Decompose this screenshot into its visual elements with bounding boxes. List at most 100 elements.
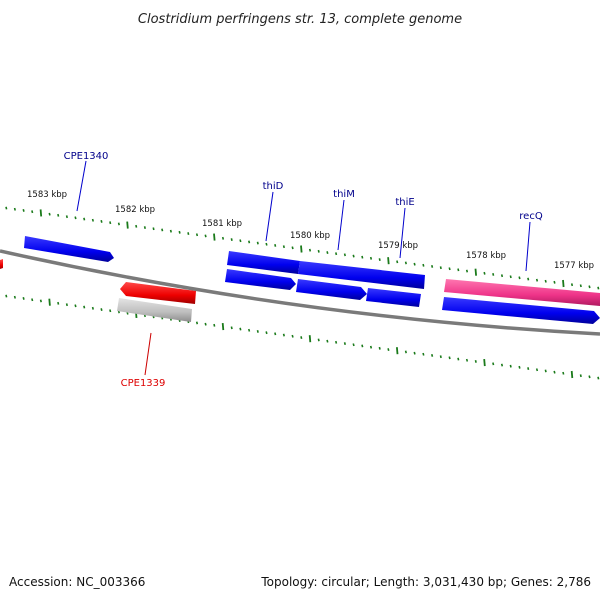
minor-tick xyxy=(187,232,190,235)
minor-tick xyxy=(404,350,407,354)
minor-tick xyxy=(100,308,103,311)
minor-tick xyxy=(465,269,469,273)
major-tick xyxy=(387,257,390,265)
minor-tick xyxy=(109,221,112,225)
minor-tick xyxy=(378,258,381,261)
minor-tick xyxy=(553,280,556,284)
minor-tick xyxy=(100,220,103,223)
minor-tick xyxy=(588,375,591,379)
minor-tick xyxy=(518,365,521,369)
minor-tick xyxy=(492,273,495,276)
minor-tick xyxy=(274,332,277,336)
minor-tick xyxy=(474,360,477,363)
gene-arrow-cpe1339[interactable] xyxy=(120,282,196,304)
gene-arrow-thie-rev[interactable] xyxy=(366,288,421,307)
gene-arrow-recq-rev[interactable] xyxy=(442,297,600,324)
gene-arrow-cpe1339-pseudo[interactable] xyxy=(117,298,192,322)
minor-tick xyxy=(527,367,530,370)
minor-tick xyxy=(535,278,539,282)
minor-tick xyxy=(91,306,94,310)
major-tick xyxy=(300,245,303,253)
kbp-label: 1583 kbp xyxy=(27,190,67,200)
minor-tick xyxy=(343,342,346,345)
gene-arrow-thid[interactable] xyxy=(227,251,300,274)
minor-tick xyxy=(91,218,94,222)
minor-tick xyxy=(335,252,338,256)
minor-tick xyxy=(248,240,251,244)
kbp-label: 1580 kbp xyxy=(290,231,330,241)
gene-arrow-recq[interactable] xyxy=(444,279,600,306)
kbp-label: 1577 kbp xyxy=(554,261,594,271)
minor-tick xyxy=(439,266,442,270)
minor-tick xyxy=(352,343,355,347)
minor-tick xyxy=(239,239,242,243)
map-title: Clostridium perfringens str. 13, complet… xyxy=(138,12,462,27)
minor-tick xyxy=(544,279,547,283)
minor-tick xyxy=(378,346,381,350)
minor-tick xyxy=(74,304,77,308)
minor-tick xyxy=(282,333,285,337)
minor-tick xyxy=(448,267,451,271)
minor-tick xyxy=(492,362,495,366)
minor-tick xyxy=(369,256,373,260)
minor-tick xyxy=(83,305,86,309)
major-tick xyxy=(562,279,565,288)
major-tick xyxy=(39,209,43,217)
minor-tick xyxy=(22,209,25,212)
minor-tick xyxy=(457,357,460,361)
minor-tick xyxy=(195,233,199,237)
minor-tick xyxy=(553,370,556,374)
minor-tick xyxy=(274,244,277,247)
kbp-label: 1582 kbp xyxy=(115,205,155,215)
minor-tick xyxy=(265,242,268,246)
gene-arrow-cpe1340[interactable] xyxy=(24,236,114,262)
gene-label-thim[interactable]: thiM xyxy=(333,189,355,200)
gene-arrow-thid-rev[interactable] xyxy=(225,269,296,290)
minor-tick xyxy=(282,245,285,249)
minor-tick xyxy=(256,330,259,333)
minor-tick xyxy=(404,261,407,265)
gene-label-cpe1340[interactable]: CPE1340 xyxy=(64,151,109,162)
kbp-label: 1581 kbp xyxy=(202,219,242,229)
minor-tick xyxy=(39,299,42,303)
major-tick xyxy=(221,323,225,331)
minor-tick xyxy=(500,274,504,278)
minor-tick xyxy=(65,215,68,219)
major-tick xyxy=(213,233,216,241)
minor-tick xyxy=(422,263,425,267)
gene-label-thie[interactable]: thiE xyxy=(395,197,414,208)
minor-tick xyxy=(431,265,434,268)
minor-tick xyxy=(335,340,338,344)
minor-tick xyxy=(57,301,60,305)
gene-arrow-thim-fwd[interactable] xyxy=(298,261,425,289)
genome-summary-text: Topology: circular; Length: 3,031,430 bp… xyxy=(260,575,591,589)
minor-tick xyxy=(48,212,51,216)
minor-tick xyxy=(308,248,312,252)
minor-tick xyxy=(457,268,460,272)
gene-label-cpe1339[interactable]: CPE1339 xyxy=(121,378,166,389)
minor-tick xyxy=(230,238,233,241)
gene-label-recq[interactable]: recQ xyxy=(519,211,543,222)
minor-tick xyxy=(352,254,355,258)
minor-tick xyxy=(509,364,512,368)
minor-tick xyxy=(178,230,181,234)
minor-tick xyxy=(317,249,320,253)
gene-label-thid[interactable]: thiD xyxy=(263,181,284,192)
kbp-label: 1578 kbp xyxy=(466,251,506,261)
leader-line-recq xyxy=(525,221,531,272)
minor-tick xyxy=(509,275,512,279)
minor-tick xyxy=(213,323,216,327)
minor-tick xyxy=(5,294,8,298)
tick-row-upper xyxy=(5,206,600,290)
minor-tick xyxy=(22,297,25,300)
gene-arrow-thim-rev[interactable] xyxy=(296,279,367,300)
leader-line-thim xyxy=(337,199,345,251)
leader-line-cpe1339 xyxy=(144,332,152,376)
minor-tick xyxy=(570,283,574,287)
kbp-label: 1579 kbp xyxy=(378,241,418,251)
gene-arrow-edge[interactable] xyxy=(0,259,3,269)
minor-tick xyxy=(439,355,442,359)
minor-tick xyxy=(5,206,8,210)
minor-tick xyxy=(152,227,155,231)
